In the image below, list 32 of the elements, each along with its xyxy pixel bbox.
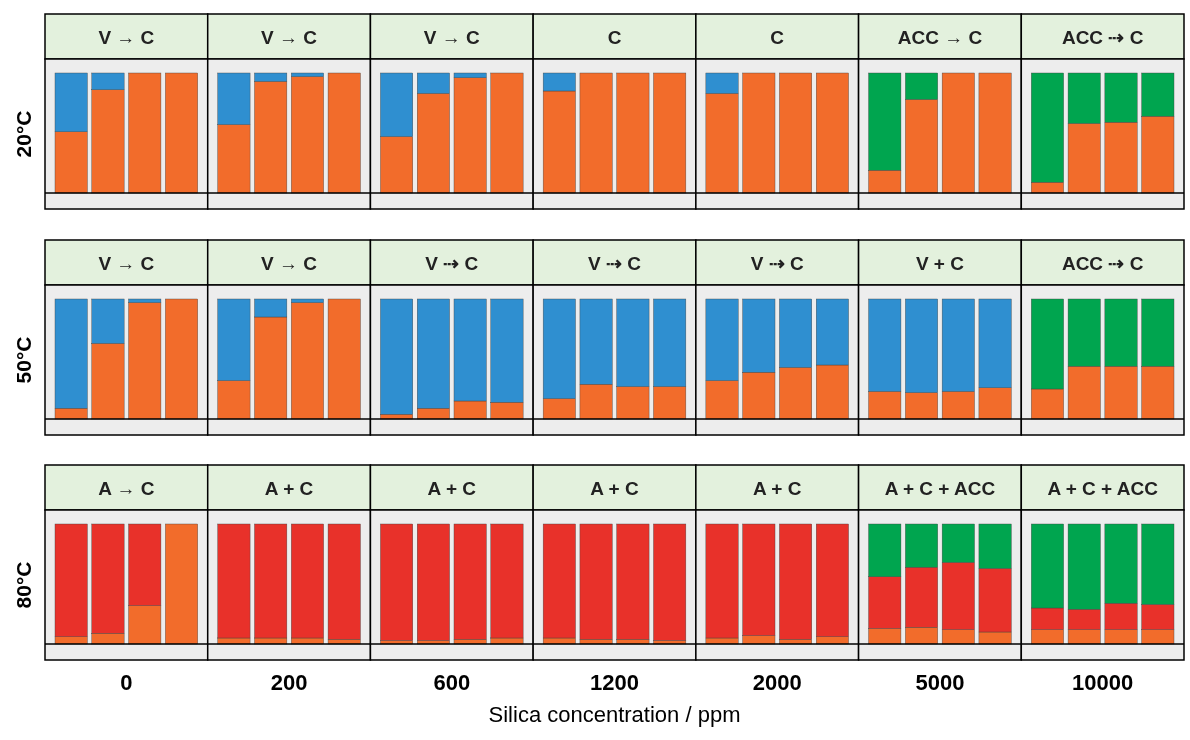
- chart-title: V ⇢ C: [750, 252, 804, 274]
- y-axis-title: 20°C: [12, 110, 35, 158]
- chart-title: A → C: [98, 477, 155, 499]
- chart-title: A + C: [590, 477, 639, 499]
- x-axis-title: 1200: [590, 670, 639, 695]
- chart-title: V → C: [98, 26, 155, 48]
- y-axis-title: 80°C: [12, 561, 35, 609]
- x-axis-title: 200: [270, 670, 308, 695]
- chart-title: A + C: [427, 477, 477, 499]
- x-axis-title: 10000: [1072, 670, 1134, 695]
- chart-title: A + C + ACC: [884, 477, 996, 499]
- chart-title: A + C: [753, 477, 802, 499]
- text: Silica concentration / ppm: [488, 702, 741, 727]
- x-axis-title: 5000: [915, 670, 965, 695]
- chart-title: V ⇢ C: [425, 252, 479, 274]
- x-axis-title: 600: [433, 670, 471, 695]
- y-axis-title: 50°C: [12, 336, 35, 384]
- chart-title: ACC ⇢ C: [1061, 26, 1144, 48]
- chart-title: ACC → C: [897, 26, 983, 48]
- chart-title: A + C: [264, 477, 314, 499]
- chart-title: V → C: [261, 252, 318, 274]
- chart-title: V ⇢ C: [588, 252, 642, 274]
- chart-title: ACC ⇢ C: [1061, 252, 1144, 274]
- chart-title: V → C: [423, 26, 481, 48]
- chart-title: V → C: [98, 252, 155, 274]
- x-axis-title: 2000: [752, 670, 802, 695]
- chart-title: A + C + ACC: [1047, 477, 1159, 499]
- x-axis-title: 0: [120, 670, 133, 695]
- chart-title: V + C: [915, 252, 965, 274]
- chart-title: C: [770, 26, 785, 48]
- chart-title: C: [607, 26, 622, 48]
- chart-title: V → C: [261, 26, 318, 48]
